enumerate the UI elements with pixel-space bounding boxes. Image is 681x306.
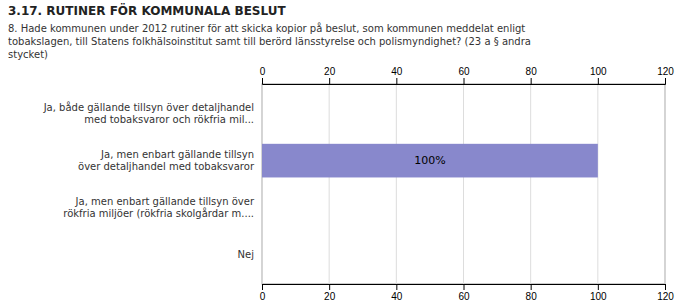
tick-mark (598, 284, 599, 290)
tick: 80 (526, 284, 538, 302)
tick: 0 (260, 66, 266, 84)
category-label-line: rökfria miljöer (rökfria skolgårdar m...… (63, 207, 254, 219)
tick-mark (396, 284, 397, 290)
category-label: Ja, men enbart gällande tillsynöver deta… (78, 149, 255, 172)
grid-line (329, 84, 330, 284)
tick-label: 40 (391, 291, 403, 302)
x-axis-top: 0 20 40 60 80 100 120 (260, 66, 675, 85)
tick-label: 80 (526, 66, 538, 77)
grid-line (597, 84, 598, 284)
tick-label: 0 (260, 291, 266, 302)
tick-label: 40 (391, 66, 403, 77)
tick-label: 60 (458, 66, 470, 77)
chart: 3.17. RUTINER FÖR KOMMUNALA BESLUT 8. Had… (0, 0, 681, 306)
subtitle-line: 8. Hade kommunen under 2012 rutiner för … (8, 22, 525, 34)
grid (262, 84, 665, 284)
tick-label: 120 (657, 291, 674, 302)
data-labels: 100% (414, 154, 445, 167)
tick: 40 (391, 284, 403, 302)
bar (262, 97, 263, 131)
grid-line (262, 84, 263, 284)
tick: 100 (590, 66, 607, 84)
bar (262, 144, 598, 178)
tick: 0 (260, 284, 266, 302)
axis-domain (263, 285, 666, 291)
grid-line (396, 84, 397, 284)
x-axis-bottom: 0 20 40 60 80 100 120 (260, 284, 675, 302)
tick: 60 (458, 66, 470, 84)
bar (262, 191, 263, 225)
tick: 120 (657, 66, 674, 84)
tick-mark (665, 78, 666, 84)
tick: 80 (526, 66, 538, 84)
grid-line (530, 84, 531, 284)
data-label: 100% (414, 154, 445, 167)
category-label-line: Ja, men enbart gällande tillsyn över (75, 196, 255, 207)
tick-mark (262, 78, 263, 84)
tick-mark (531, 78, 532, 84)
tick-mark (464, 284, 465, 290)
tick-mark (464, 78, 465, 84)
category-label: Ja, både gällande tillsyn över detaljhan… (43, 101, 254, 125)
tick-label: 60 (458, 291, 470, 302)
category-label: Ja, men enbart gällande tillsyn överrökf… (63, 196, 255, 219)
tick-label: 100 (590, 291, 607, 302)
title: 3.17. RUTINER FÖR KOMMUNALA BESLUT (8, 3, 286, 18)
tick: 20 (324, 284, 336, 302)
tick-label: 100 (590, 66, 607, 77)
subtitle-line: tobakslagen, till Statens folkhälsoinsti… (8, 36, 531, 47)
grid-line (463, 84, 464, 284)
bars (262, 144, 598, 178)
tick-mark (329, 284, 330, 290)
tick: 40 (391, 66, 403, 84)
plot-frame (262, 84, 665, 284)
tick: 60 (458, 284, 470, 302)
bar (262, 237, 263, 271)
category-labels: Ja, både gällande tillsyn över detaljhan… (43, 101, 255, 259)
tick-label: 80 (526, 291, 538, 302)
category-label: Nej (238, 249, 254, 260)
tick-mark (329, 78, 330, 84)
tick: 100 (590, 284, 607, 302)
tick-label: 0 (260, 66, 266, 77)
category-label-line: Nej (238, 249, 254, 260)
axis-domain (263, 78, 666, 85)
category-label-line: med tobaksvaror och rökfria mil... (84, 114, 254, 125)
tick-mark (665, 284, 666, 290)
tick-label: 120 (657, 66, 674, 77)
category-label-line: Ja, men enbart gällande tillsyn (100, 149, 254, 160)
tick-label: 20 (324, 66, 336, 77)
subtitle: 8. Hade kommunen under 2012 rutiner för … (8, 22, 531, 60)
tick-mark (262, 284, 263, 290)
tick: 120 (657, 284, 674, 302)
subtitle-line: stycket) (8, 49, 48, 60)
category-label-line: Ja, både gällande tillsyn över detaljhan… (43, 101, 254, 113)
category-label-line: över detaljhandel med tobaksvaror (78, 161, 255, 172)
tick-label: 20 (324, 291, 336, 302)
tick-mark (598, 78, 599, 84)
tick-mark (531, 284, 532, 290)
tick: 20 (324, 66, 336, 84)
plot: 100% 0 20 40 60 80 100 120 0 20 40 60 80 100 120 (260, 66, 675, 302)
tick-mark (396, 78, 397, 84)
grid-line (665, 84, 666, 284)
